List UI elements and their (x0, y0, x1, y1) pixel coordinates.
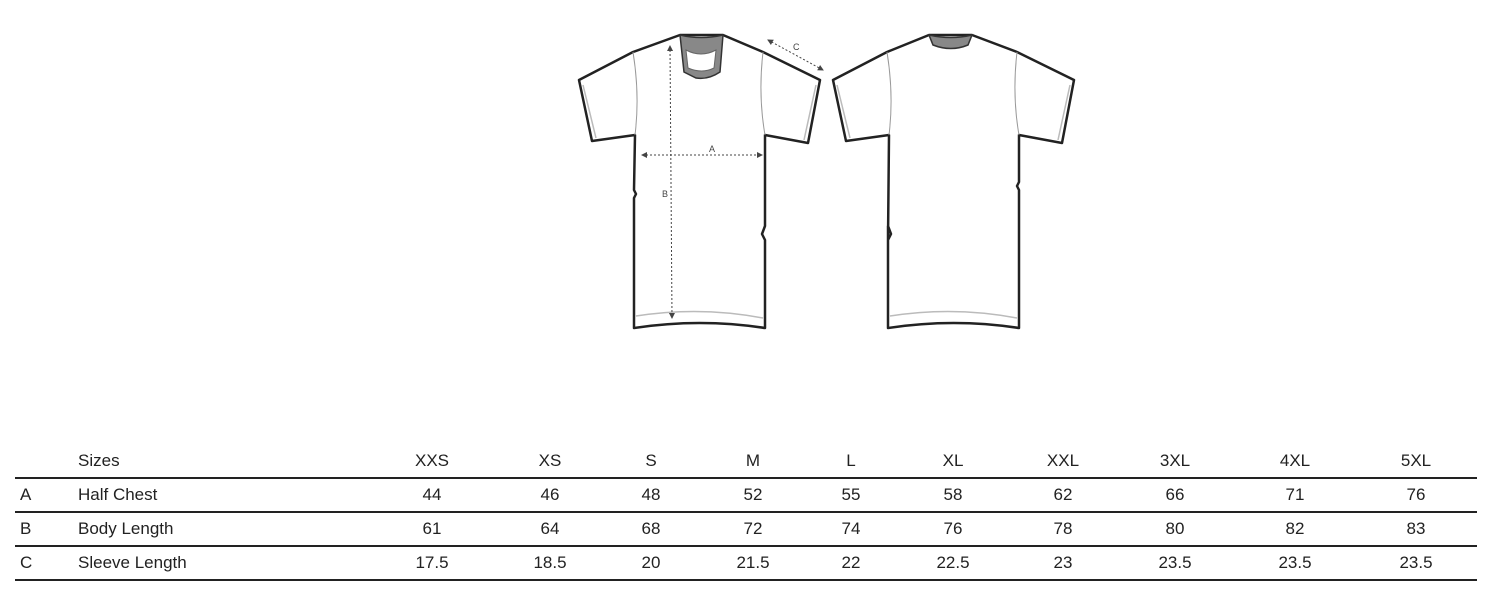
table-cell: 23.5 (1399, 553, 1433, 572)
row-label: Body Length (78, 519, 174, 538)
size-header: XXL (1046, 450, 1080, 470)
table-cell: 22 (841, 553, 861, 572)
size-table: Sizes XXS XS S M L XL XXL 3XL 4XL 5XL A H… (15, 444, 1477, 581)
table-cell: 78 (1053, 519, 1073, 538)
table-cell: 76 (943, 519, 963, 538)
table-cell: 23.5 (1278, 553, 1312, 572)
table-cell: 18.5 (533, 553, 567, 572)
table-cell: 82 (1285, 519, 1305, 538)
label-a: A (709, 144, 715, 154)
table-cell: 83 (1406, 519, 1426, 538)
table-cell: 52 (743, 485, 763, 504)
tshirt-back (831, 33, 1076, 330)
size-header: L (846, 450, 856, 470)
sizes-header: Sizes (78, 450, 120, 470)
table-cell: 61 (422, 519, 442, 538)
size-header: XXS (414, 450, 450, 470)
table-row: B Body Length 61 64 68 72 74 76 78 80 82 83 (15, 513, 1477, 547)
table-cell: 46 (540, 485, 560, 504)
tshirt-diagram: A B C (577, 33, 1076, 330)
arrow-c (767, 39, 824, 71)
size-header: 4XL (1279, 450, 1311, 470)
size-header: XL (942, 450, 964, 470)
table-cell: 23.5 (1158, 553, 1192, 572)
table-cell: 80 (1165, 519, 1185, 538)
row-letter: C (20, 553, 33, 572)
table-cell: 20 (641, 553, 661, 572)
table-cell: 72 (743, 519, 763, 538)
row-letter: A (20, 485, 32, 504)
table-cell: 62 (1053, 485, 1073, 504)
row-label: Sleeve Length (78, 553, 187, 572)
table-cell: 58 (943, 485, 963, 504)
size-header: 3XL (1159, 450, 1191, 470)
table-cell: 22.5 (936, 553, 970, 572)
table-cell: 55 (841, 485, 861, 504)
table-cell: 23 (1053, 553, 1073, 572)
table-cell: 48 (641, 485, 661, 504)
arrow-b (667, 45, 675, 319)
size-header: S (645, 450, 657, 470)
table-cell: 44 (422, 485, 442, 504)
table-cell: 17.5 (415, 553, 449, 572)
table-cell: 66 (1165, 485, 1185, 504)
table-cell: 68 (641, 519, 661, 538)
row-letter: B (20, 519, 32, 538)
tshirt-front: A B C (577, 33, 824, 330)
table-cell: 76 (1406, 485, 1426, 504)
size-header: XS (538, 450, 562, 470)
table-cell: 21.5 (736, 553, 770, 572)
table-cell: 71 (1285, 485, 1305, 504)
table-row: C Sleeve Length 17.5 18.5 20 21.5 22 22.5 23 23.5… (15, 547, 1477, 581)
size-header: 5XL (1400, 450, 1432, 470)
size-header: M (745, 450, 761, 470)
label-c: C (793, 42, 800, 52)
label-b: B (662, 189, 668, 199)
table-header-row: Sizes XXS XS S M L XL XXL 3XL 4XL 5XL (15, 444, 1477, 479)
table-cell: 74 (841, 519, 861, 538)
table-cell: 64 (540, 519, 560, 538)
table-row: A Half Chest 44 46 48 52 55 58 62 66 71 76 (15, 479, 1477, 513)
row-label: Half Chest (78, 485, 158, 504)
